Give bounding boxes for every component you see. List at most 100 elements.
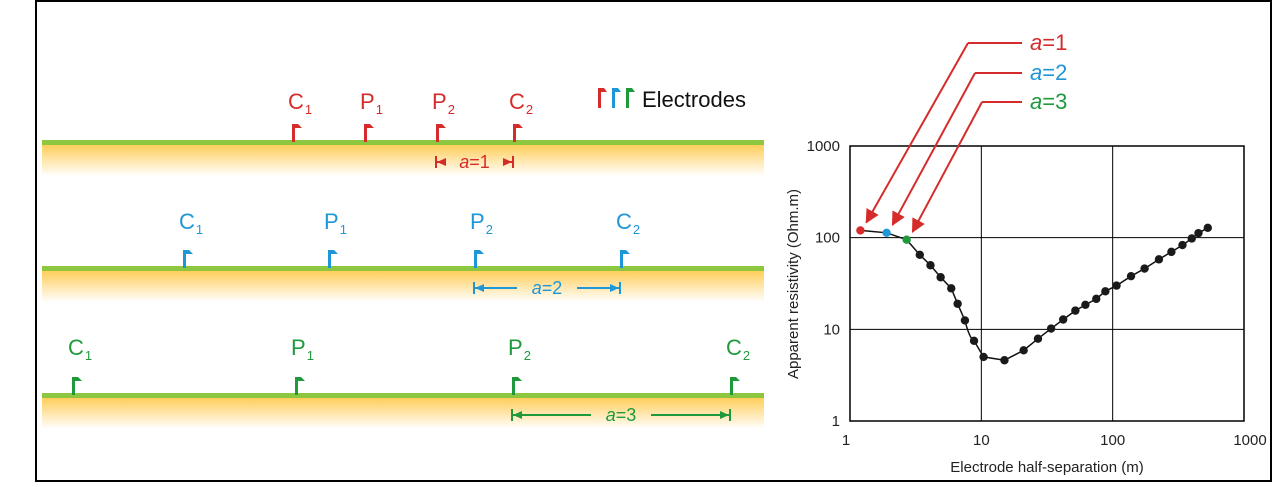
electrode-subscript: 2 <box>633 222 640 237</box>
electrode-flag-icon <box>513 124 523 142</box>
legend-flag-green-icon <box>626 88 635 108</box>
resistivity-chart: 1 10 100 1000 1 10 100 1000 Electrode half-sepa… <box>785 138 1267 476</box>
electrode-c1: C1 <box>68 335 92 395</box>
electrode-subscript: 1 <box>340 222 347 237</box>
spacing-layer: a=1a=2a=3 <box>435 152 731 425</box>
electrode-label: P1 <box>291 335 314 363</box>
electrode-label: C1 <box>179 209 203 237</box>
electrode-label: P1 <box>360 89 383 117</box>
arrowhead-right-icon <box>610 284 619 292</box>
arrowhead-right-icon <box>720 411 729 419</box>
spacing-a1: a=1 <box>435 152 514 172</box>
callout-symbol: a <box>1030 60 1042 85</box>
electrode-label: C1 <box>288 89 312 117</box>
electrode-letter: C <box>509 89 525 114</box>
electrode-subscript: 2 <box>486 222 493 237</box>
electrode-letter: C <box>179 209 195 234</box>
ground-layer <box>42 140 764 429</box>
ground-body <box>42 395 764 429</box>
data-point <box>1019 346 1028 355</box>
electrode-letter: P <box>291 335 306 360</box>
electrode-subscript: 2 <box>448 102 455 117</box>
callout-value: =1 <box>1042 30 1067 55</box>
data-point <box>926 261 935 270</box>
spacing-label: a=1 <box>459 152 490 172</box>
electrode-flag-icon <box>474 250 484 268</box>
data-point <box>947 284 956 293</box>
spacing-symbol: a <box>459 152 469 172</box>
electrode-p1: P1 <box>324 209 347 268</box>
data-point <box>1126 271 1136 281</box>
x-tick-label: 100 <box>1100 432 1125 449</box>
electrode-letter: C <box>68 335 84 360</box>
electrode-letter: C <box>726 335 742 360</box>
electrode-letter: P <box>470 209 485 234</box>
y-tick-label: 1 <box>832 413 840 430</box>
electrode-p1: P1 <box>291 335 314 395</box>
ground-surface <box>42 140 764 145</box>
spacing-value: =3 <box>616 405 637 425</box>
electrode-subscript: 1 <box>305 102 312 117</box>
spacing-symbol: a <box>532 278 542 298</box>
electrode-label: C2 <box>509 89 533 117</box>
callout-arrow-icon <box>891 72 976 227</box>
tick-labels: 1 10 100 1000 1 10 100 1000 <box>807 138 1267 449</box>
data-point <box>1092 294 1101 304</box>
arrowhead-left-icon <box>475 284 484 292</box>
callout-arrow-icon <box>865 42 969 224</box>
data-point <box>915 250 925 260</box>
callout-label: a=2 <box>1030 60 1067 85</box>
outer-frame <box>35 0 1272 482</box>
legend-flag-blue-icon <box>612 88 621 108</box>
electrode-subscript: 1 <box>85 348 92 363</box>
electrode-flag-icon <box>730 377 740 395</box>
electrode-c2: C2 <box>726 335 750 395</box>
data-point <box>1178 240 1187 250</box>
electrode-subscript: 1 <box>307 348 314 363</box>
electrode-letter: P <box>508 335 523 360</box>
electrode-letter: P <box>324 209 339 234</box>
x-tick-label: 1000 <box>1233 432 1266 449</box>
electrode-flag-icon <box>364 124 374 142</box>
callout-arrow-icon <box>911 101 983 233</box>
grid-lines <box>850 146 1244 421</box>
data-point <box>1033 334 1043 343</box>
electrode-label: C1 <box>68 335 92 363</box>
callout-value: =3 <box>1042 89 1067 114</box>
spacing-value: =1 <box>469 152 490 172</box>
callout-symbol: a <box>1030 30 1042 55</box>
data-point <box>1101 287 1110 296</box>
electrode-subscript: 2 <box>524 348 531 363</box>
electrode-flag-icon <box>620 250 630 268</box>
arrowhead-right-icon <box>503 158 512 166</box>
data-point <box>1081 300 1090 310</box>
data-point <box>1194 228 1203 238</box>
data-point <box>1203 223 1212 233</box>
ground-surface <box>42 393 764 398</box>
arrowhead-left-icon <box>437 158 446 166</box>
plot-frame <box>849 145 1245 422</box>
electrode-p2: P2 <box>432 89 455 142</box>
arrowhead-left-icon <box>513 411 522 419</box>
data-point <box>1071 306 1080 315</box>
data-point <box>936 273 945 282</box>
data-point <box>1140 264 1149 273</box>
electrode-subscript: 2 <box>526 102 533 117</box>
electrode-flag-icon <box>512 377 522 395</box>
data-point <box>1154 255 1164 264</box>
spacing-a2: a=2 <box>473 278 621 298</box>
electrode-label: C2 <box>726 335 750 363</box>
callout-label: a=1 <box>1030 30 1067 55</box>
electrode-c1: C1 <box>288 89 312 142</box>
x-tick-label: 10 <box>973 432 990 449</box>
legend: Electrodes <box>598 87 746 112</box>
ground-body <box>42 142 764 176</box>
electrode-subscript: 1 <box>196 222 203 237</box>
data-point <box>1167 247 1176 257</box>
electrode-flag-icon <box>72 377 82 395</box>
data-point <box>979 352 988 362</box>
data-point <box>953 299 962 308</box>
